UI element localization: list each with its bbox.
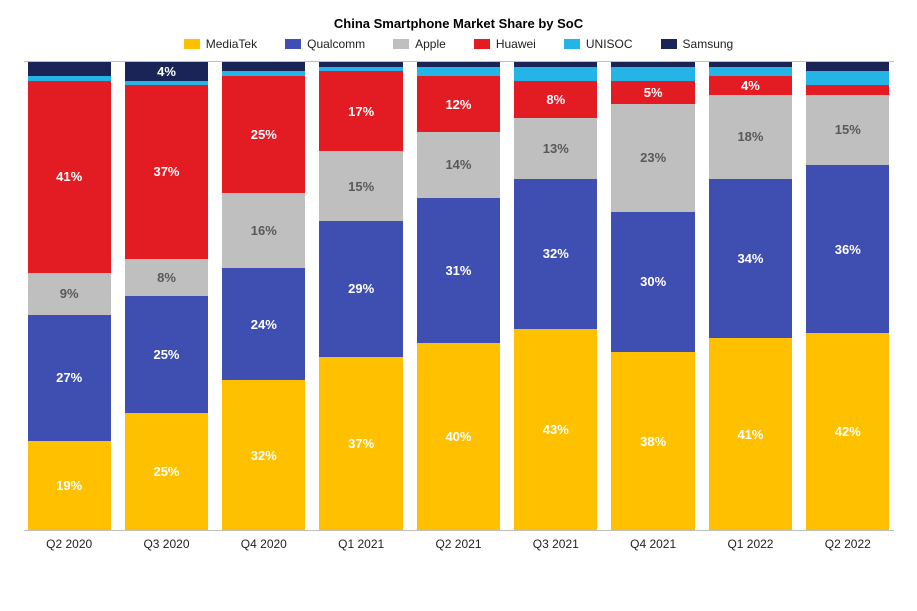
bar: 38%30%23%5% [611, 62, 694, 530]
bar: 19%27%9%41% [28, 62, 111, 530]
bar-segment: 5% [611, 81, 694, 104]
x-tick: Q1 2022 [709, 537, 792, 551]
legend-label: Qualcomm [307, 37, 365, 51]
x-tick: Q4 2020 [222, 537, 305, 551]
bar-segment: 8% [125, 259, 208, 296]
bar-segment: 16% [222, 193, 305, 268]
legend: MediaTek Qualcomm Apple Huawei UNISOC Samsung [0, 37, 917, 51]
bar: 32%24%16%25% [222, 62, 305, 530]
legend-label: Samsung [683, 37, 734, 51]
bar-segment [28, 62, 111, 76]
bar-segment: 25% [222, 76, 305, 193]
bars-container: 19%27%9%41%25%25%8%37%4%32%24%16%25%37%2… [24, 62, 894, 530]
legend-item: MediaTek [184, 37, 257, 51]
legend-swatch [393, 39, 409, 49]
legend-item: UNISOC [564, 37, 633, 51]
legend-label: Huawei [496, 37, 536, 51]
x-tick: Q1 2021 [319, 537, 402, 551]
bar: 41%34%18%4% [709, 62, 792, 530]
legend-label: Apple [415, 37, 446, 51]
bar-segment: 13% [514, 118, 597, 179]
bar-segment: 31% [417, 198, 500, 343]
legend-item: Samsung [661, 37, 734, 51]
bar-segment: 24% [222, 268, 305, 380]
legend-swatch [285, 39, 301, 49]
bar-segment [806, 85, 889, 94]
bar-segment: 29% [319, 221, 402, 357]
x-tick: Q4 2021 [611, 537, 694, 551]
x-tick: Q2 2021 [417, 537, 500, 551]
bar-segment: 14% [417, 132, 500, 198]
legend-item: Huawei [474, 37, 536, 51]
bar-segment [222, 62, 305, 71]
bar: 43%32%13%8% [514, 62, 597, 530]
bar-segment: 12% [417, 76, 500, 132]
bar: 37%29%15%17% [319, 62, 402, 530]
bar-segment: 41% [28, 81, 111, 273]
bar-segment: 32% [514, 179, 597, 329]
plot-area: 19%27%9%41%25%25%8%37%4%32%24%16%25%37%2… [24, 61, 894, 531]
bar-segment: 4% [709, 76, 792, 95]
bar-segment: 37% [319, 357, 402, 530]
bar: 42%36%15% [806, 62, 889, 530]
legend-swatch [564, 39, 580, 49]
bar-segment: 38% [611, 352, 694, 530]
bar-segment: 19% [28, 441, 111, 530]
legend-swatch [661, 39, 677, 49]
legend-swatch [474, 39, 490, 49]
legend-item: Apple [393, 37, 446, 51]
bar-segment [709, 67, 792, 76]
bar-segment [611, 67, 694, 81]
bar-segment: 43% [514, 329, 597, 530]
bar-segment: 9% [28, 273, 111, 315]
bar-segment: 17% [319, 71, 402, 151]
bar-segment: 32% [222, 380, 305, 530]
bar-segment: 40% [417, 343, 500, 530]
bar-segment [417, 67, 500, 76]
legend-swatch [184, 39, 200, 49]
x-tick: Q2 2022 [806, 537, 889, 551]
bar-segment: 15% [319, 151, 402, 221]
bar-segment: 18% [709, 95, 792, 179]
x-tick: Q3 2021 [514, 537, 597, 551]
x-axis: Q2 2020 Q3 2020 Q4 2020 Q1 2021 Q2 2021 Q3 20… [24, 537, 894, 551]
bar-segment: 4% [125, 62, 208, 81]
bar-segment: 42% [806, 333, 889, 530]
bar-segment: 8% [514, 81, 597, 118]
x-tick: Q3 2020 [125, 537, 208, 551]
bar-segment: 30% [611, 212, 694, 352]
bar-segment: 25% [125, 413, 208, 530]
bar-segment [514, 67, 597, 81]
bar-segment: 36% [806, 165, 889, 333]
bar-segment: 37% [125, 85, 208, 258]
bar-segment: 25% [125, 296, 208, 413]
bar: 25%25%8%37%4% [125, 62, 208, 530]
bar: 40%31%14%12% [417, 62, 500, 530]
bar-segment [806, 62, 889, 71]
bar-segment: 27% [28, 315, 111, 441]
legend-label: UNISOC [586, 37, 633, 51]
legend-item: Qualcomm [285, 37, 365, 51]
bar-segment: 15% [806, 95, 889, 165]
x-tick: Q2 2020 [28, 537, 111, 551]
bar-segment: 23% [611, 104, 694, 212]
legend-label: MediaTek [206, 37, 257, 51]
bar-segment [806, 71, 889, 85]
chart-title: China Smartphone Market Share by SoC [0, 16, 917, 31]
bar-segment: 41% [709, 338, 792, 530]
bar-segment: 34% [709, 179, 792, 338]
